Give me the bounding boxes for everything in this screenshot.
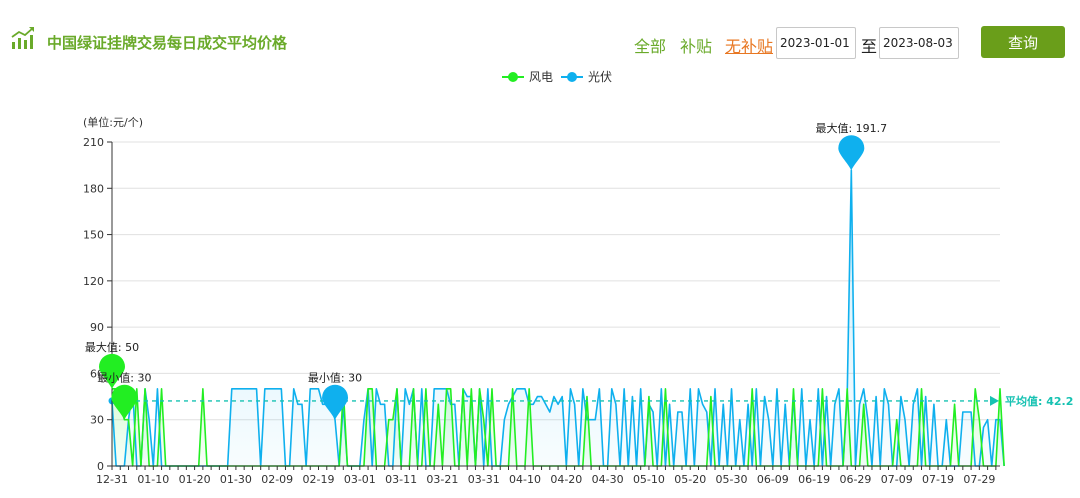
marker-label: 最小值: 30: [308, 372, 362, 385]
y-tick-label: 0: [97, 460, 104, 473]
x-tick-label: 06-29: [839, 473, 871, 486]
bar-chart-trend-icon: [11, 27, 34, 49]
marker-pin: 最大值: 50: [85, 340, 139, 389]
marker-pin-shape: [99, 353, 125, 389]
marker-pin: 最大值: 191.7: [815, 121, 887, 171]
chart-markers: 最大值: 50 最小值: 30 最小值: 30 最大值: 191.7: [85, 121, 887, 420]
legend-label: 风电: [529, 70, 553, 84]
x-tick-label: 05-10: [633, 473, 665, 486]
filter-no-subsidy[interactable]: 无补贴: [725, 37, 774, 56]
legend-dot: [508, 72, 518, 82]
average-arrow: [990, 395, 999, 406]
marker-pin-shape: [322, 384, 349, 420]
x-tick-label: 04-30: [592, 473, 624, 486]
x-tick-label: 03-31: [468, 473, 500, 486]
x-tick-label: 02-19: [303, 473, 335, 486]
x-tick-label: 06-09: [757, 473, 789, 486]
chart-legend[interactable]: 风电 光伏: [502, 70, 612, 84]
legend-item-1[interactable]: 光伏: [561, 70, 612, 84]
header: 中国绿证挂牌交易每日成交平均价格 全部 补贴 无补贴 至 查询: [0, 0, 1080, 70]
y-axis-label: (单位:元/个): [83, 115, 143, 129]
average-line: 平均值: 42.2: [108, 394, 1073, 408]
area-solar: [112, 170, 1005, 467]
x-tick-label: 05-30: [716, 473, 748, 486]
marker-pin-shape: [111, 384, 138, 420]
x-tick-label: 12-31: [96, 473, 128, 486]
x-tick-label: 04-10: [509, 473, 541, 486]
marker-label: 最大值: 50: [85, 340, 139, 354]
y-tick-label: 210: [83, 136, 104, 149]
x-tick-label: 01-20: [179, 473, 211, 486]
y-tick-label: 180: [83, 182, 104, 195]
query-button[interactable]: 查询: [981, 26, 1065, 58]
x-tick-label: 03-11: [385, 473, 417, 486]
x-tick-label: 06-19: [798, 473, 830, 486]
x-tick-label: 07-29: [963, 473, 995, 486]
marker-pin: 最小值: 30: [308, 372, 362, 420]
marker-pin: 最小值: 30: [97, 372, 151, 420]
legend-dot: [567, 72, 577, 82]
start-date-input[interactable]: [776, 27, 856, 59]
x-tick-label: 04-20: [550, 473, 582, 486]
marker-pin-shape: [838, 135, 865, 171]
filter-all[interactable]: 全部: [634, 37, 667, 56]
date-range-separator: 至: [861, 37, 878, 56]
page-title: 中国绿证挂牌交易每日成交平均价格: [47, 34, 288, 52]
area-wind: [112, 388, 1005, 466]
average-label: 平均值: 42.2: [1005, 394, 1073, 408]
legend-item-0[interactable]: 风电: [502, 70, 553, 84]
y-tick-label: 120: [83, 275, 104, 288]
chart-grid: [112, 141, 1000, 421]
end-date-input[interactable]: [879, 27, 959, 59]
marker-label: 最大值: 191.7: [815, 121, 887, 135]
x-tick-label: 07-19: [922, 473, 954, 486]
x-tick-label: 03-01: [344, 473, 376, 486]
y-tick-label: 150: [83, 229, 104, 242]
chart-area-fills: [112, 170, 1005, 467]
legend-label: 光伏: [588, 70, 612, 84]
x-tick-label: 02-09: [261, 473, 293, 486]
x-tick-label: 05-20: [674, 473, 706, 486]
filter-subsidy[interactable]: 补贴: [680, 37, 713, 56]
x-tick-label: 01-30: [220, 473, 252, 486]
x-tick-label: 03-21: [426, 473, 458, 486]
y-tick-label: 90: [90, 321, 104, 334]
x-tick-label: 01-10: [137, 473, 169, 486]
x-tick-label: 07-09: [881, 473, 913, 486]
marker-label: 最小值: 30: [97, 372, 151, 385]
y-tick-label: 30: [90, 414, 104, 427]
